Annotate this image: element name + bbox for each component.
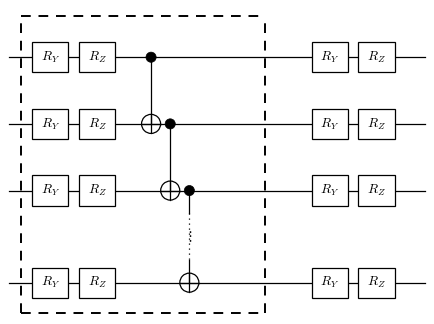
Text: $R_{Y}$: $R_{Y}$	[320, 50, 339, 65]
Text: $\vdots$: $\vdots$	[186, 229, 193, 244]
Text: $R_{Y}$: $R_{Y}$	[320, 275, 339, 290]
FancyBboxPatch shape	[79, 42, 115, 72]
FancyBboxPatch shape	[358, 109, 395, 139]
Text: $R_{Z}$: $R_{Z}$	[88, 50, 106, 65]
FancyBboxPatch shape	[312, 42, 348, 72]
Text: $R_{Z}$: $R_{Z}$	[367, 275, 386, 290]
FancyBboxPatch shape	[32, 268, 68, 298]
Text: $R_{Z}$: $R_{Z}$	[88, 183, 106, 198]
Ellipse shape	[146, 52, 156, 62]
Text: $R_{Y}$: $R_{Y}$	[41, 275, 60, 290]
FancyBboxPatch shape	[358, 176, 395, 206]
Text: $R_{Y}$: $R_{Y}$	[41, 116, 60, 132]
Text: $R_{Z}$: $R_{Z}$	[367, 183, 386, 198]
FancyBboxPatch shape	[312, 176, 348, 206]
FancyBboxPatch shape	[79, 268, 115, 298]
FancyBboxPatch shape	[32, 109, 68, 139]
Text: $R_{Y}$: $R_{Y}$	[320, 116, 339, 132]
Text: $R_{Y}$: $R_{Y}$	[41, 50, 60, 65]
Text: $R_{Y}$: $R_{Y}$	[41, 183, 60, 198]
Text: $R_{Z}$: $R_{Z}$	[88, 116, 106, 132]
Text: $R_{Z}$: $R_{Z}$	[88, 275, 106, 290]
Text: $R_{Z}$: $R_{Z}$	[367, 116, 386, 132]
FancyBboxPatch shape	[358, 42, 395, 72]
FancyBboxPatch shape	[79, 109, 115, 139]
FancyBboxPatch shape	[32, 176, 68, 206]
Text: $R_{Z}$: $R_{Z}$	[367, 50, 386, 65]
Ellipse shape	[184, 186, 194, 196]
Text: $R_{Y}$: $R_{Y}$	[320, 183, 339, 198]
FancyBboxPatch shape	[312, 268, 348, 298]
FancyBboxPatch shape	[32, 42, 68, 72]
FancyBboxPatch shape	[79, 176, 115, 206]
FancyBboxPatch shape	[358, 268, 395, 298]
FancyBboxPatch shape	[312, 109, 348, 139]
Ellipse shape	[165, 119, 175, 129]
